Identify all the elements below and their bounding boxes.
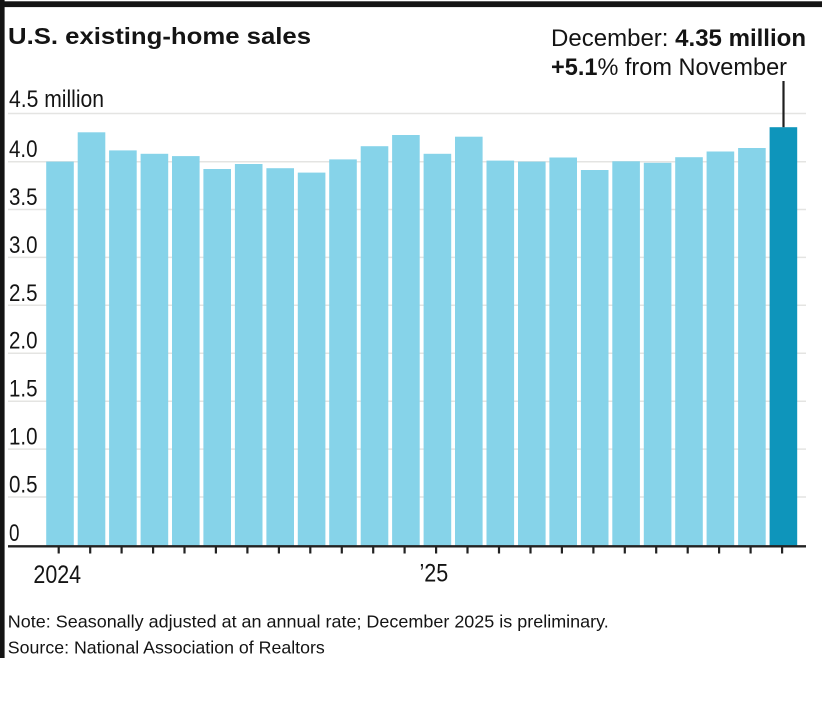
svg-text:4.5 million: 4.5 million [9,86,104,113]
svg-text:Source: National Association o: Source: National Association of Realtors [8,638,325,658]
svg-text:3.5: 3.5 [9,184,38,211]
svg-text:2024: 2024 [33,561,81,589]
svg-text:2.5: 2.5 [9,280,38,307]
svg-text:’25: ’25 [420,560,449,588]
svg-text:U.S. existing-home sales: U.S. existing-home sales [8,23,311,49]
svg-text:3.0: 3.0 [9,232,38,259]
svg-text:Note: Seasonally adjusted at a: Note: Seasonally adjusted at an annual r… [8,611,609,631]
svg-text:December: 4.35 million: December: 4.35 million [551,25,806,52]
svg-text:2.0: 2.0 [9,328,38,355]
svg-text:1.5: 1.5 [9,376,38,403]
svg-text:1.0: 1.0 [9,424,38,451]
svg-text:0.5: 0.5 [9,472,38,499]
svg-text:4.0: 4.0 [9,136,38,163]
svg-text:0: 0 [9,520,20,547]
svg-text:+5.1% from November: +5.1% from November [551,54,787,81]
